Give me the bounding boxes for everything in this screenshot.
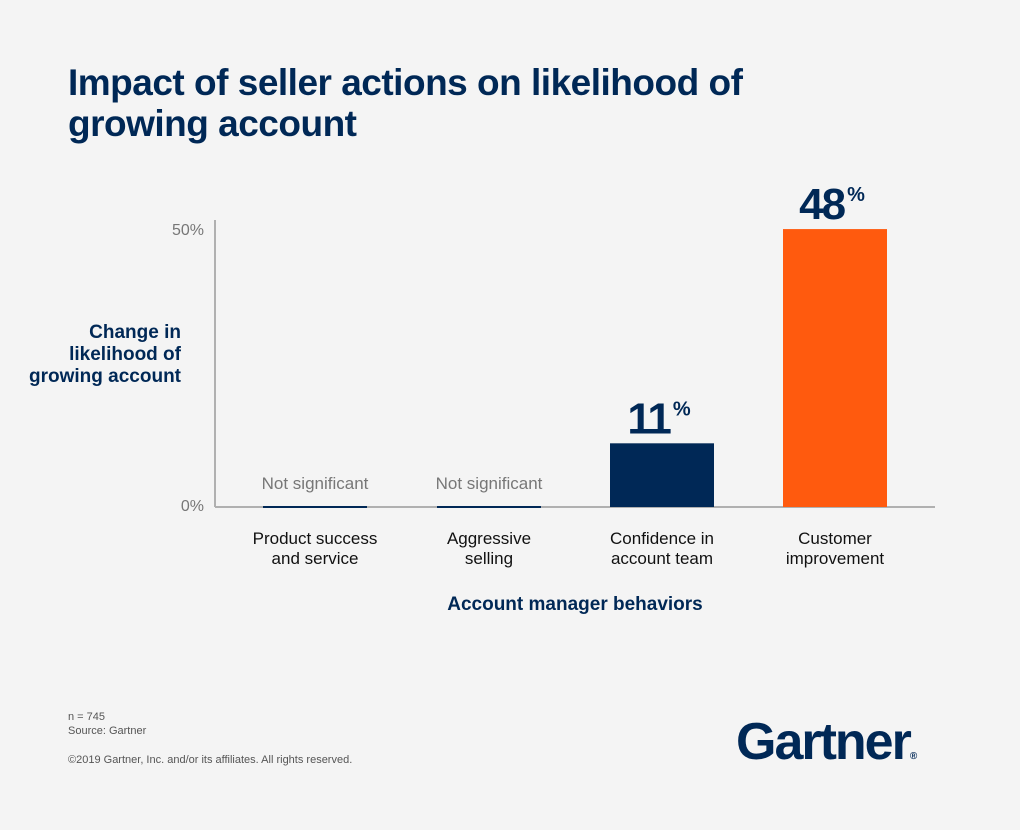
x-tick-label: Product success [253, 529, 378, 548]
bar [610, 443, 714, 507]
x-tick-label: Confidence in [610, 529, 714, 548]
y-tick-label: 50% [172, 222, 204, 239]
x-tick-label: selling [465, 549, 513, 568]
bar [783, 229, 887, 507]
source-note: Source: Gartner [68, 725, 147, 737]
x-tick-label: account team [611, 549, 713, 568]
data-label: 48% [799, 180, 865, 229]
x-tick-label: and service [272, 549, 359, 568]
y-tick-label: 0% [181, 498, 204, 515]
bar [263, 506, 367, 508]
data-label: 11% [627, 394, 691, 443]
copyright-note: ©2019 Gartner, Inc. and/or its affiliate… [68, 754, 353, 766]
data-label: Not significant [262, 474, 369, 493]
x-tick-label: Customer [798, 529, 872, 548]
data-label: Not significant [436, 474, 543, 493]
x-axis-label: Account manager behaviors [447, 594, 703, 615]
chart-title: Impact of seller actions on likelihood o… [68, 62, 743, 144]
bar [437, 506, 541, 508]
x-tick-label: Aggressive [447, 529, 531, 548]
logo-registered-mark: ® [909, 751, 918, 762]
gartner-logo: Gartner® [736, 712, 917, 772]
logo-text: Gartner [736, 713, 912, 771]
x-tick-label: improvement [786, 549, 885, 568]
y-axis-label: Change in likelihood of growing account [29, 322, 181, 387]
sample-size-note: n = 745 [68, 711, 106, 723]
